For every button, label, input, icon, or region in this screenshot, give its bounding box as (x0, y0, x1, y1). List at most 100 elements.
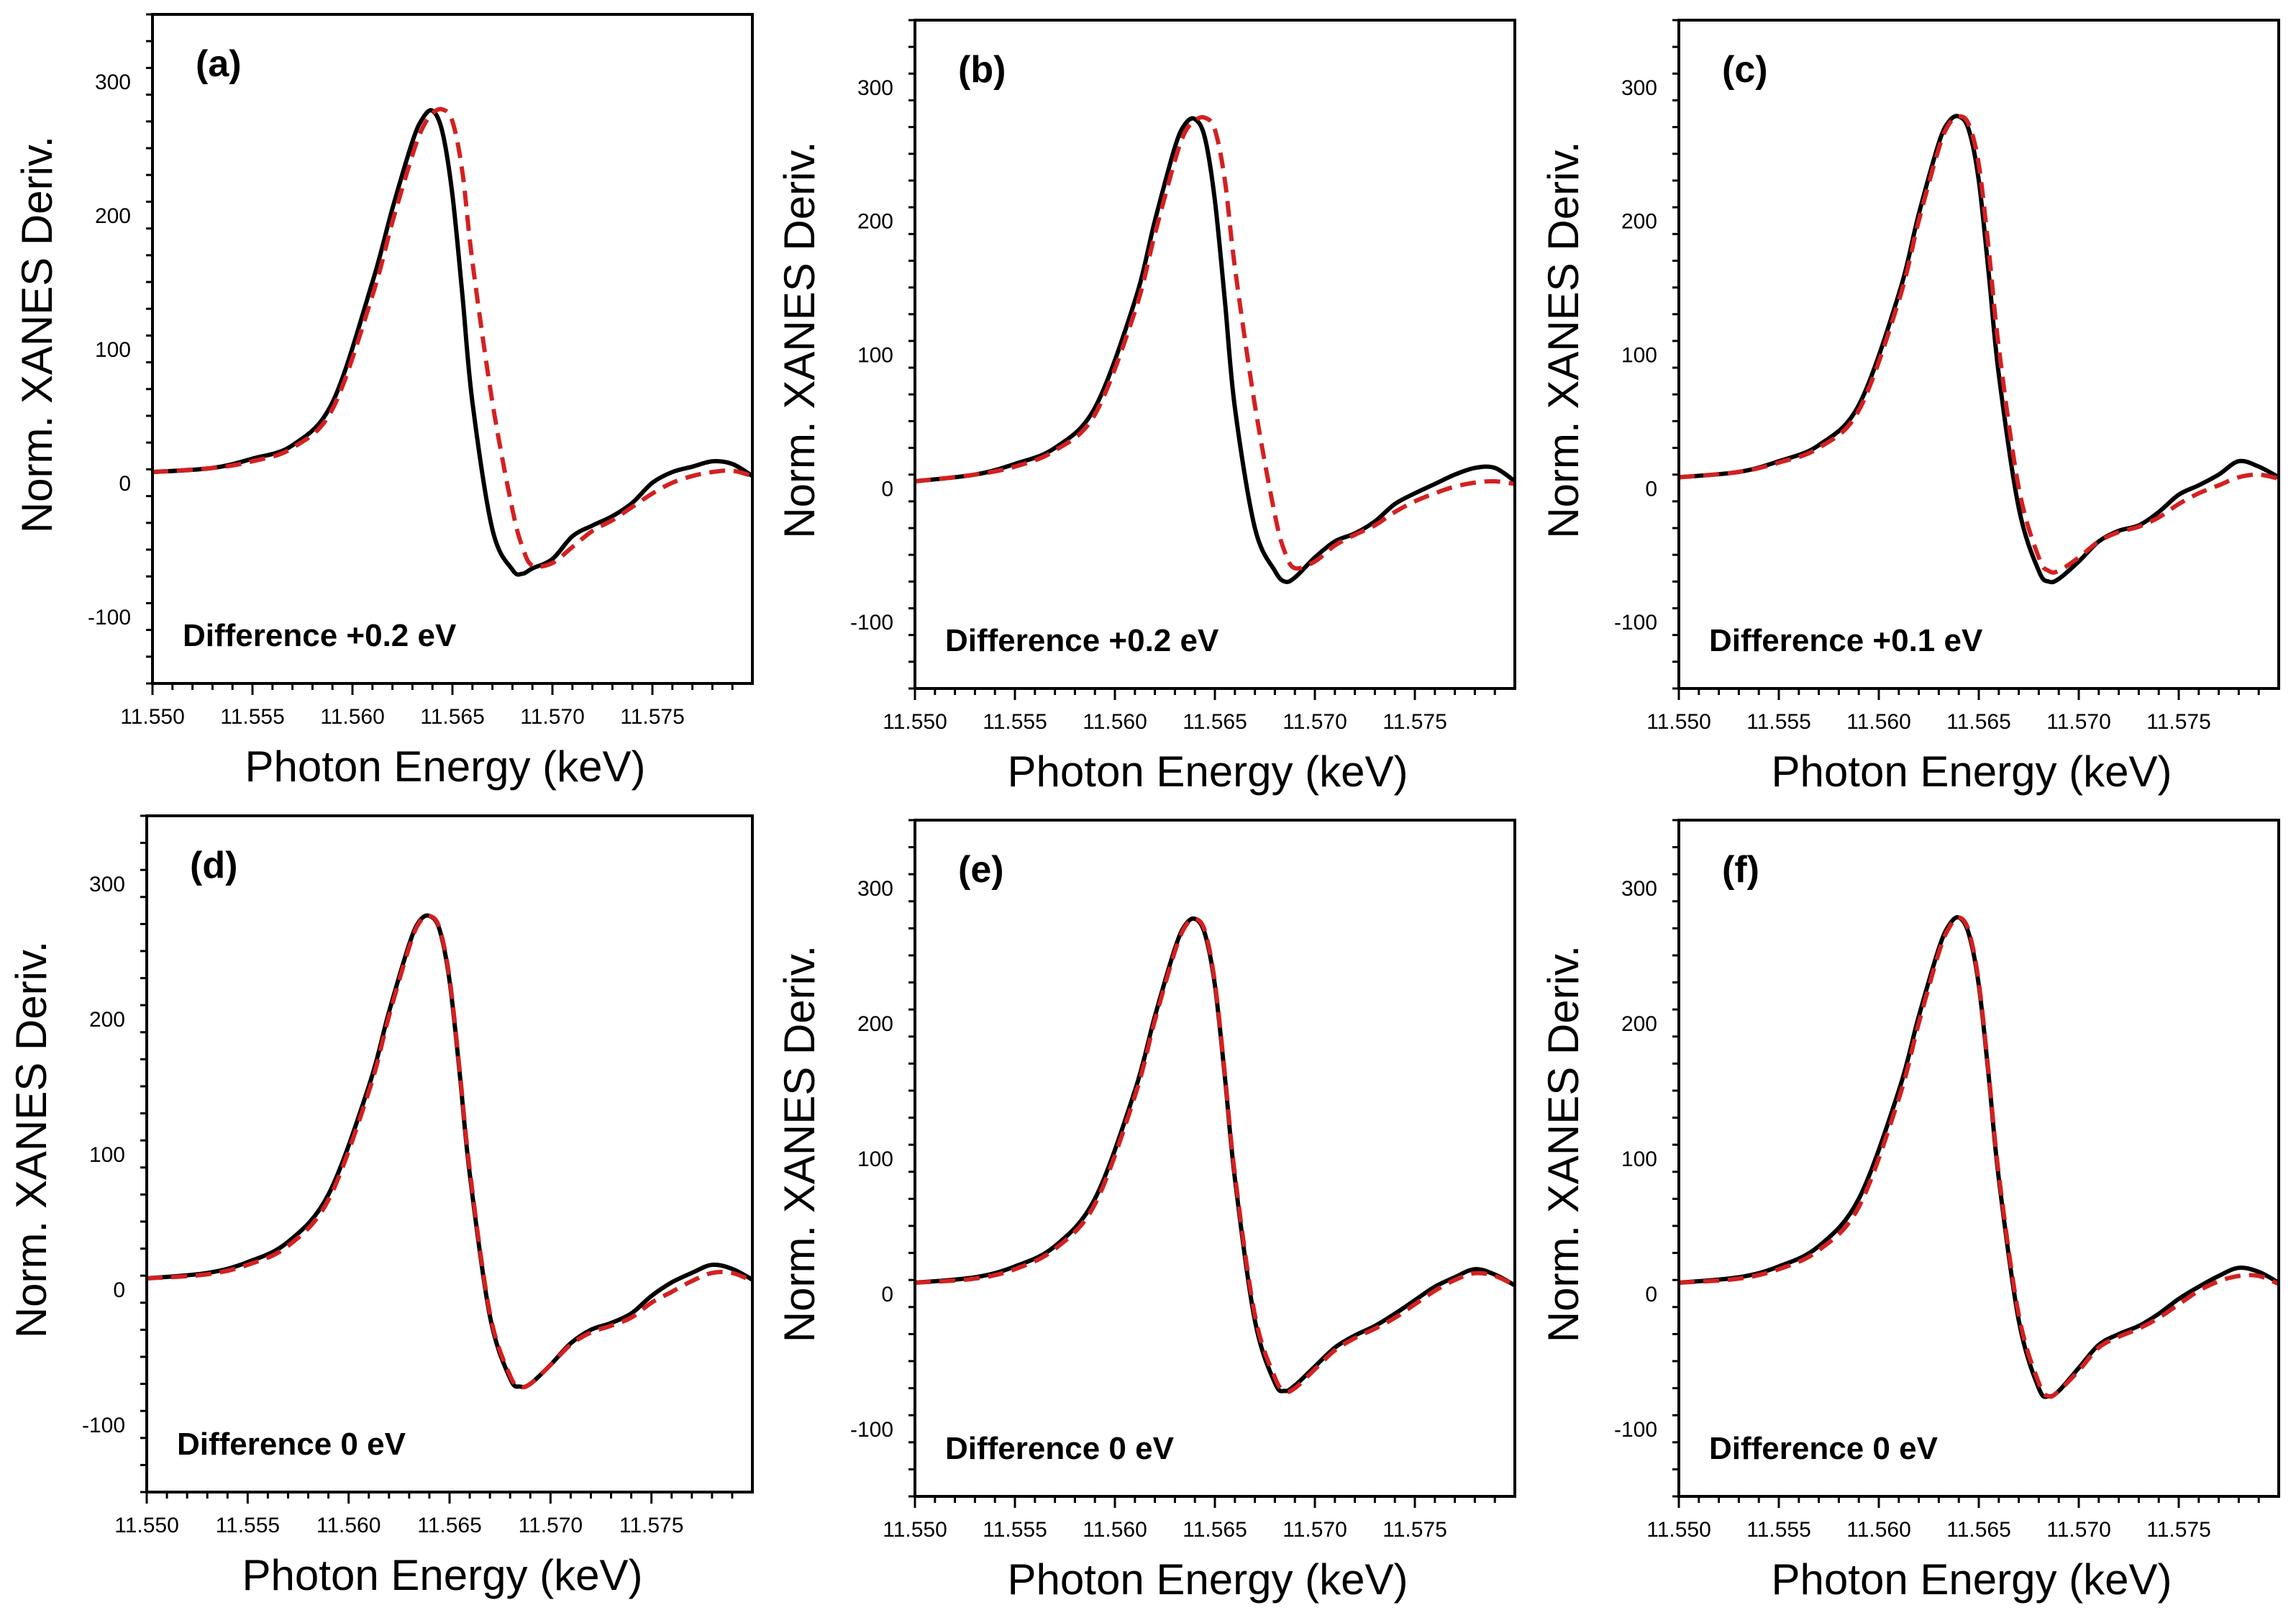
x-tick-label: 11.550 (120, 705, 185, 729)
x-tick-label: 11.550 (883, 710, 947, 734)
y-tick-label: 0 (113, 1278, 125, 1302)
x-tick-label: 11.560 (1083, 710, 1147, 734)
x-axis-title: Photon Energy (keV) (1008, 747, 1408, 796)
x-tick-label: 11.560 (1083, 1518, 1147, 1542)
series-reference-line (915, 116, 1515, 584)
series-shifted-line (152, 106, 752, 569)
panel-d: 11.550 11.555 11.560 11.565 11.570 11.575 -100… (7, 814, 754, 1599)
x-axis-title: Photon Energy (keV) (245, 742, 646, 791)
series-shifted-line (1679, 114, 2279, 575)
x-tick-label: 11.550 (1646, 1518, 1711, 1542)
series-shifted-line (147, 913, 752, 1390)
y-tick-label: 100 (857, 344, 893, 368)
x-tick-label: 11.565 (420, 705, 485, 729)
y-axis-title: Norm. XANES Deriv. (13, 136, 61, 533)
x-tick-label: 11.560 (320, 705, 385, 729)
x-tick-label: 11.570 (1283, 710, 1347, 734)
y-tick-label: 100 (95, 338, 131, 362)
x-tick-label: 11.565 (417, 1514, 482, 1537)
plot-frame (151, 13, 754, 685)
x-tick-label: 11.555 (1746, 710, 1811, 734)
y-tick-label: -100 (850, 611, 893, 635)
y-tick-label: 200 (95, 204, 131, 228)
plot-frame (145, 814, 754, 1494)
y-tick-label: 200 (857, 1012, 893, 1036)
plot-frame (914, 19, 1516, 690)
x-tick-label: 11.560 (1846, 1518, 1911, 1542)
y-tick-label: 0 (881, 1283, 893, 1306)
y-tick-label: -100 (82, 1414, 125, 1437)
y-axis-title: Norm. XANES Deriv. (1539, 945, 1587, 1342)
panel-label: (c) (1722, 49, 1768, 91)
x-tick-label: 11.575 (2146, 1518, 2211, 1542)
plot-frame (914, 819, 1516, 1498)
y-tick-label: 0 (119, 472, 131, 496)
panel-a: 11.550 11.555 11.560 11.565 11.570 11.575 -100… (13, 13, 754, 791)
series-shifted-line (1679, 915, 2279, 1399)
y-tick-label: 300 (1621, 877, 1657, 901)
x-tick-label: 11.565 (1946, 710, 2011, 734)
y-tick-label: 0 (1645, 1283, 1657, 1306)
plot-frame (1677, 819, 2280, 1498)
x-tick-label: 11.570 (1283, 1518, 1347, 1542)
panel-f: 11.550 11.555 11.560 11.565 11.570 11.575 -100… (1539, 819, 2280, 1604)
panel-c: 11.550 11.555 11.560 11.565 11.570 11.575 -100… (1539, 19, 2280, 796)
x-axis-title: Photon Energy (keV) (242, 1551, 643, 1599)
y-tick-label: 300 (1621, 76, 1657, 100)
panel-label: (f) (1722, 849, 1759, 891)
y-tick-label: 300 (95, 71, 131, 94)
series-reference-line (152, 108, 752, 577)
y-tick-label: 100 (1621, 344, 1657, 368)
y-tick-label: 200 (89, 1008, 125, 1032)
x-tick-label: 11.550 (1646, 710, 1711, 734)
y-axis-title: Norm. XANES Deriv. (775, 141, 824, 538)
x-tick-label: 11.570 (2046, 710, 2111, 734)
x-tick-label: 11.555 (216, 1514, 281, 1537)
x-tick-label: 11.575 (2146, 710, 2211, 734)
y-tick-label: 0 (1645, 477, 1657, 501)
x-tick-label: 11.560 (1846, 710, 1911, 734)
y-tick-label: -100 (1614, 611, 1657, 635)
y-axis-title: Norm. XANES Deriv. (7, 941, 55, 1338)
x-tick-label: 11.555 (983, 710, 1047, 734)
series-reference-line (1679, 114, 2279, 585)
x-tick-label: 11.565 (1946, 1518, 2011, 1542)
panel-label: (e) (958, 849, 1004, 891)
panel-b: 11.550 11.555 11.560 11.565 11.570 11.575 -100… (775, 19, 1516, 796)
y-tick-label: 100 (89, 1143, 125, 1167)
x-tick-label: 11.575 (619, 1514, 684, 1537)
y-axis-title: Norm. XANES Deriv. (775, 945, 824, 1342)
y-tick-label: 100 (857, 1147, 893, 1171)
x-tick-label: 11.570 (520, 705, 585, 729)
x-tick-label: 11.570 (2046, 1518, 2111, 1542)
x-axis-title: Photon Energy (keV) (1772, 1555, 2172, 1604)
shift-annotation: Difference +0.1 eV (1709, 623, 1983, 658)
y-tick-label: -100 (1614, 1418, 1657, 1442)
x-axis-title: Photon Energy (keV) (1772, 747, 2172, 796)
x-tick-label: 11.575 (1382, 710, 1447, 734)
x-tick-label: 11.550 (883, 1518, 947, 1542)
y-tick-label: 100 (1621, 1147, 1657, 1171)
panel-e: 11.550 11.555 11.560 11.565 11.570 11.575 -100… (775, 819, 1516, 1604)
x-tick-label: 11.560 (316, 1514, 381, 1537)
panel-label: (d) (190, 845, 237, 886)
y-tick-label: 0 (881, 477, 893, 501)
x-tick-label: 11.575 (620, 705, 685, 729)
x-tick-label: 11.575 (1382, 1518, 1447, 1542)
y-tick-label: 200 (1621, 210, 1657, 234)
y-tick-label: -100 (88, 606, 131, 629)
shift-annotation: Difference +0.2 eV (945, 623, 1219, 658)
y-tick-label: 200 (1621, 1012, 1657, 1036)
plot-frame (1677, 19, 2280, 690)
y-tick-label: 300 (89, 873, 125, 896)
shift-annotation: Difference 0 eV (1709, 1431, 1939, 1466)
x-tick-label: 11.555 (983, 1518, 1047, 1542)
y-tick-label: 300 (857, 76, 893, 100)
x-axis-title: Photon Energy (keV) (1008, 1555, 1408, 1604)
x-tick-label: 11.565 (1183, 710, 1247, 734)
shift-annotation: Difference 0 eV (177, 1427, 406, 1462)
x-tick-label: 11.565 (1183, 1518, 1247, 1542)
y-tick-label: -100 (850, 1418, 893, 1442)
y-tick-label: 300 (857, 877, 893, 901)
